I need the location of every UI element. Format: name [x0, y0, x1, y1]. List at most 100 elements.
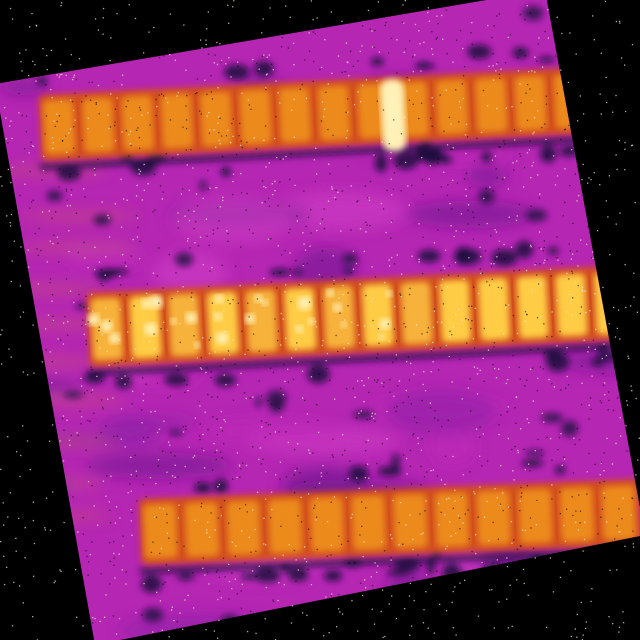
- speck: [183, 379, 186, 381]
- speck: [607, 216, 609, 218]
- speck: [442, 265, 444, 267]
- speck: [568, 124, 570, 127]
- speck: [574, 443, 576, 445]
- speck: [577, 67, 579, 69]
- speck: [433, 347, 435, 349]
- speck: [490, 265, 493, 268]
- band-segment: [317, 85, 351, 141]
- speck: [280, 0, 283, 3]
- speck: [162, 191, 164, 193]
- speck: [124, 446, 126, 448]
- speck: [382, 385, 385, 388]
- speck: [0, 176, 2, 178]
- speck: [82, 517, 84, 519]
- speck: [365, 294, 367, 297]
- speck: [25, 49, 27, 51]
- speck: [409, 582, 412, 585]
- speck: [591, 256, 593, 259]
- speck: [108, 127, 110, 130]
- speck: [224, 576, 226, 578]
- speck: [608, 323, 610, 325]
- speck: [603, 470, 605, 472]
- speck: [239, 508, 241, 510]
- speck: [417, 437, 419, 439]
- speck: [582, 550, 584, 552]
- speck: [421, 102, 423, 104]
- speck: [468, 576, 470, 578]
- void: [348, 465, 369, 483]
- speck: [335, 626, 338, 628]
- speck: [481, 561, 483, 564]
- speck: [478, 626, 481, 628]
- speck: [220, 59, 223, 62]
- speck: [238, 122, 241, 125]
- speck: [120, 31, 122, 34]
- speck: [129, 322, 132, 324]
- speck: [612, 409, 615, 412]
- speck: [390, 157, 392, 160]
- speck: [425, 343, 428, 346]
- speck: [192, 607, 195, 609]
- speck: [518, 366, 520, 368]
- speck: [118, 367, 120, 369]
- speck: [188, 446, 191, 448]
- speck: [323, 108, 326, 111]
- speck: [486, 500, 488, 503]
- speck: [94, 174, 96, 176]
- speck: [313, 159, 316, 161]
- speck: [157, 459, 160, 461]
- speck: [584, 140, 587, 142]
- speck: [529, 88, 531, 90]
- speck: [381, 141, 383, 143]
- speck: [275, 474, 277, 476]
- speck: [171, 475, 174, 477]
- speck: [114, 108, 117, 110]
- speck: [201, 447, 203, 450]
- speck: [369, 418, 371, 420]
- speck: [367, 377, 370, 379]
- speck: [497, 286, 500, 289]
- speck: [388, 340, 390, 343]
- speck: [363, 250, 366, 253]
- speck: [473, 286, 475, 288]
- speck: [351, 513, 353, 516]
- speck: [297, 361, 299, 363]
- speck: [514, 445, 516, 448]
- speck: [65, 188, 67, 190]
- speck: [393, 172, 396, 174]
- speck: [137, 226, 139, 229]
- speck: [285, 155, 287, 158]
- speck: [476, 137, 478, 140]
- speck: [29, 207, 31, 209]
- speck: [57, 338, 59, 340]
- speck: [20, 61, 22, 63]
- speck: [402, 4, 404, 6]
- speck: [321, 259, 323, 262]
- speck: [79, 410, 81, 412]
- speck: [277, 92, 279, 94]
- speck: [637, 459, 639, 461]
- speck: [600, 52, 603, 54]
- speck: [54, 580, 57, 582]
- speck: [149, 579, 151, 581]
- speck: [325, 91, 327, 93]
- speck: [338, 297, 340, 299]
- speck: [2, 518, 4, 520]
- speck: [333, 283, 335, 285]
- speck: [215, 146, 217, 148]
- speck: [67, 320, 69, 323]
- speck: [3, 106, 6, 109]
- speck: [524, 55, 527, 57]
- speck: [449, 203, 451, 205]
- speck: [545, 626, 548, 629]
- speck: [1, 277, 3, 279]
- speck: [315, 516, 318, 518]
- speck: [255, 550, 257, 552]
- band-segment: [559, 487, 595, 542]
- speck: [227, 563, 230, 566]
- speck: [368, 197, 370, 199]
- speck: [279, 158, 282, 161]
- speck: [211, 98, 213, 100]
- speck: [500, 414, 502, 416]
- speck: [124, 383, 126, 385]
